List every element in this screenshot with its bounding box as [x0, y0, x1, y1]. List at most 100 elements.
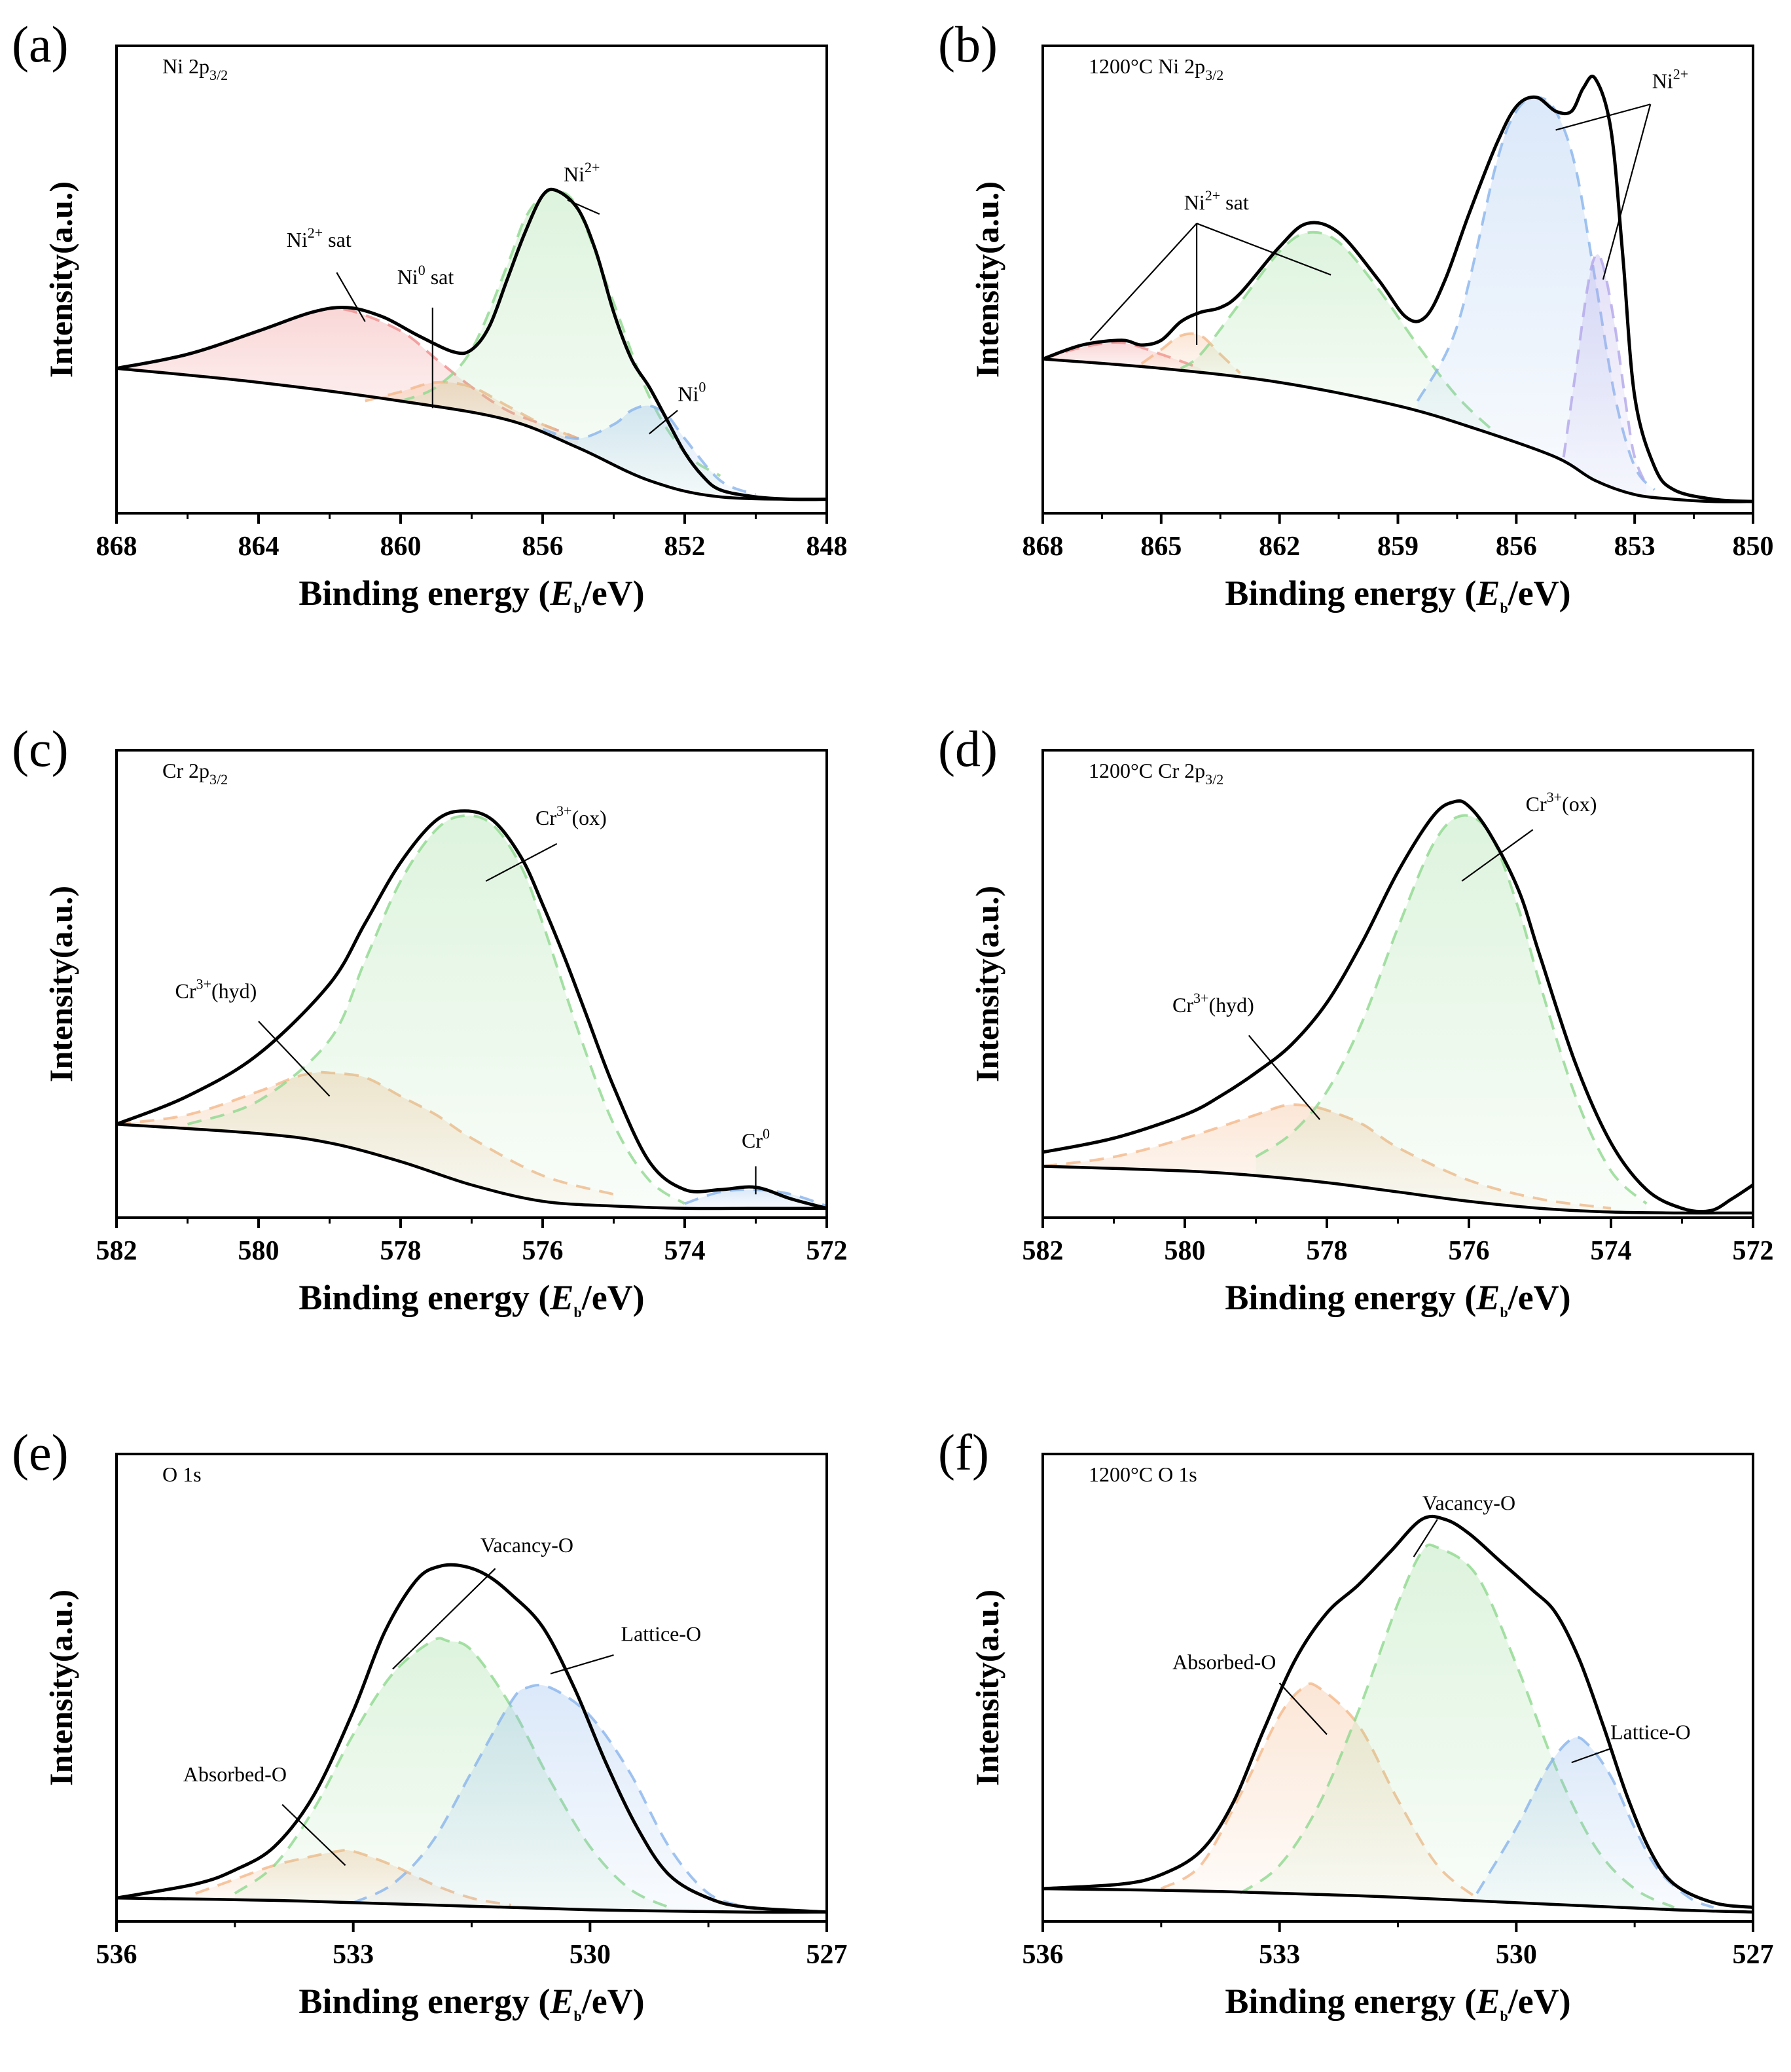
- leader-line: [336, 272, 366, 322]
- envelope-line: [1043, 1514, 1753, 1910]
- peak-label-text: Vacancy-O: [480, 1533, 573, 1557]
- peak-label-text: Absorbed-O: [1172, 1650, 1276, 1673]
- peak-label-rest: sat: [1220, 191, 1249, 214]
- x-tick-label: 578: [380, 1236, 422, 1266]
- leader-line: [1571, 1747, 1612, 1764]
- x-axis-label-unit: /eV): [1508, 1278, 1571, 1317]
- peak-label-text: Ni: [564, 162, 585, 186]
- panel-d: Cr3+(hyd)Cr3+(ox)582 580 578 576 574 572Bindi…: [938, 720, 1774, 1320]
- panel-letter: (e): [12, 1424, 69, 1481]
- x-axis-label-text: Binding energy (: [298, 1982, 550, 2021]
- plot-area: [1043, 799, 1753, 1215]
- panel-letter: (f): [938, 1424, 989, 1481]
- peak-label-text: Lattice-O: [1610, 1720, 1691, 1744]
- x-axis-label-subscript: b: [573, 1304, 581, 1320]
- x-axis-label-unit: /eV): [581, 1278, 645, 1317]
- x-tick-label: 533: [333, 1940, 374, 1970]
- component-line-4: [1562, 253, 1648, 486]
- peak-label-rest: (ox): [571, 806, 606, 829]
- leader-line: [1196, 223, 1331, 276]
- panel-e: Absorbed-O Vacancy-O Lattice-O 536 533 530 527…: [12, 1424, 848, 2024]
- background-line: [117, 1122, 827, 1210]
- component-fill-2: [1181, 232, 1497, 437]
- leader-line: [550, 1654, 614, 1675]
- component-fill-0: [117, 308, 579, 448]
- x-axis-label-text: Binding energy (: [298, 573, 550, 613]
- plot-area: [1043, 75, 1753, 503]
- component-fill-1: [187, 815, 685, 1209]
- peak-label: Ni0 sat: [397, 262, 454, 289]
- x-tick-label: 582: [1022, 1236, 1064, 1266]
- x-tick-label: 850: [1733, 532, 1774, 562]
- peak-label: Cr3+(hyd): [1172, 990, 1254, 1017]
- leader-line: [485, 843, 558, 882]
- peak-label: Lattice-O: [1610, 1720, 1691, 1744]
- leader-line: [1248, 1034, 1320, 1120]
- peak-label-sup: 2+: [1205, 187, 1220, 204]
- y-axis-label: Intensity(a.u.): [43, 1590, 79, 1786]
- peak-label-sup: 3+: [1547, 789, 1562, 805]
- panel-title-subscript: 3/2: [1205, 67, 1223, 83]
- x-tick-label: 859: [1377, 532, 1419, 562]
- y-axis-label: Intensity(a.u.): [43, 181, 79, 378]
- x-axis-label-unit: /eV): [1508, 1982, 1571, 2021]
- x-tick-label: 862: [1259, 532, 1300, 562]
- leader-line: [258, 1021, 331, 1097]
- peak-label-sup: 0: [763, 1125, 770, 1142]
- background-line: [1043, 1165, 1753, 1215]
- x-tick-label: 582: [96, 1236, 137, 1266]
- x-axis-label-unit: /eV): [1508, 573, 1571, 613]
- x-tick-label: 530: [570, 1940, 611, 1970]
- envelope-line: [117, 187, 827, 501]
- plot-area: [1043, 1514, 1753, 1914]
- x-tick-label: 580: [1165, 1236, 1206, 1266]
- leader-line: [567, 199, 600, 215]
- component-line-0: [1043, 341, 1201, 370]
- x-tick-label: 860: [380, 532, 422, 562]
- plot-area: [117, 809, 827, 1210]
- peak-label-sup: 2+: [1673, 65, 1688, 82]
- peak-label-sup: 3+: [556, 803, 571, 819]
- x-axis-label-subscript: b: [1500, 2008, 1508, 2024]
- panel-title: O 1s: [162, 1463, 202, 1486]
- peak-label: Vacancy-O: [480, 1533, 573, 1557]
- peak-label-rest: sat: [323, 228, 352, 251]
- x-tick-label: 574: [664, 1236, 706, 1266]
- panel-letter: (c): [12, 720, 69, 777]
- peak-label-sup: 0: [418, 262, 425, 278]
- peak-label-text: Lattice-O: [621, 1622, 702, 1646]
- background-line: [1043, 1887, 1753, 1914]
- peak-label: Ni2+ sat: [287, 225, 352, 251]
- x-axis-label: Binding energy (Eb/eV): [1225, 573, 1570, 616]
- leader-line: [281, 1804, 346, 1866]
- envelope-line: [117, 1563, 827, 1914]
- envelope-line: [1043, 75, 1753, 503]
- peak-label: Vacancy-O: [1422, 1491, 1515, 1515]
- panel-title-subscript: 3/2: [1205, 771, 1223, 788]
- x-tick-label: 576: [522, 1236, 564, 1266]
- peak-label-text: Cr: [535, 806, 556, 829]
- x-tick-label: 580: [238, 1236, 280, 1266]
- peak-label-rest: (hyd): [211, 979, 257, 1002]
- x-tick-label: 848: [806, 532, 848, 562]
- panel-title-text: Ni 2p: [162, 54, 209, 78]
- peak-label-sup: 0: [698, 379, 706, 395]
- x-tick-label: 868: [1022, 532, 1064, 562]
- y-axis-label: Intensity(a.u.): [969, 886, 1005, 1082]
- leader-line: [1461, 829, 1534, 882]
- leader-line: [392, 1568, 496, 1670]
- x-axis-label-subscript: b: [1500, 1304, 1508, 1320]
- peak-label-text: Absorbed-O: [183, 1762, 287, 1786]
- x-tick-label: 856: [522, 532, 564, 562]
- panel-title: Cr 2p3/2: [162, 759, 228, 788]
- panel-title: Ni 2p3/2: [162, 54, 228, 83]
- x-tick-label: 865: [1140, 532, 1182, 562]
- x-axis-label-text: Binding energy (: [1225, 573, 1476, 613]
- x-tick-label: 527: [1733, 1940, 1774, 1970]
- x-tick-label: 536: [1022, 1940, 1064, 1970]
- x-tick-label: 578: [1307, 1236, 1348, 1266]
- leader-line: [1278, 1682, 1328, 1736]
- component-fill-2: [685, 1189, 827, 1209]
